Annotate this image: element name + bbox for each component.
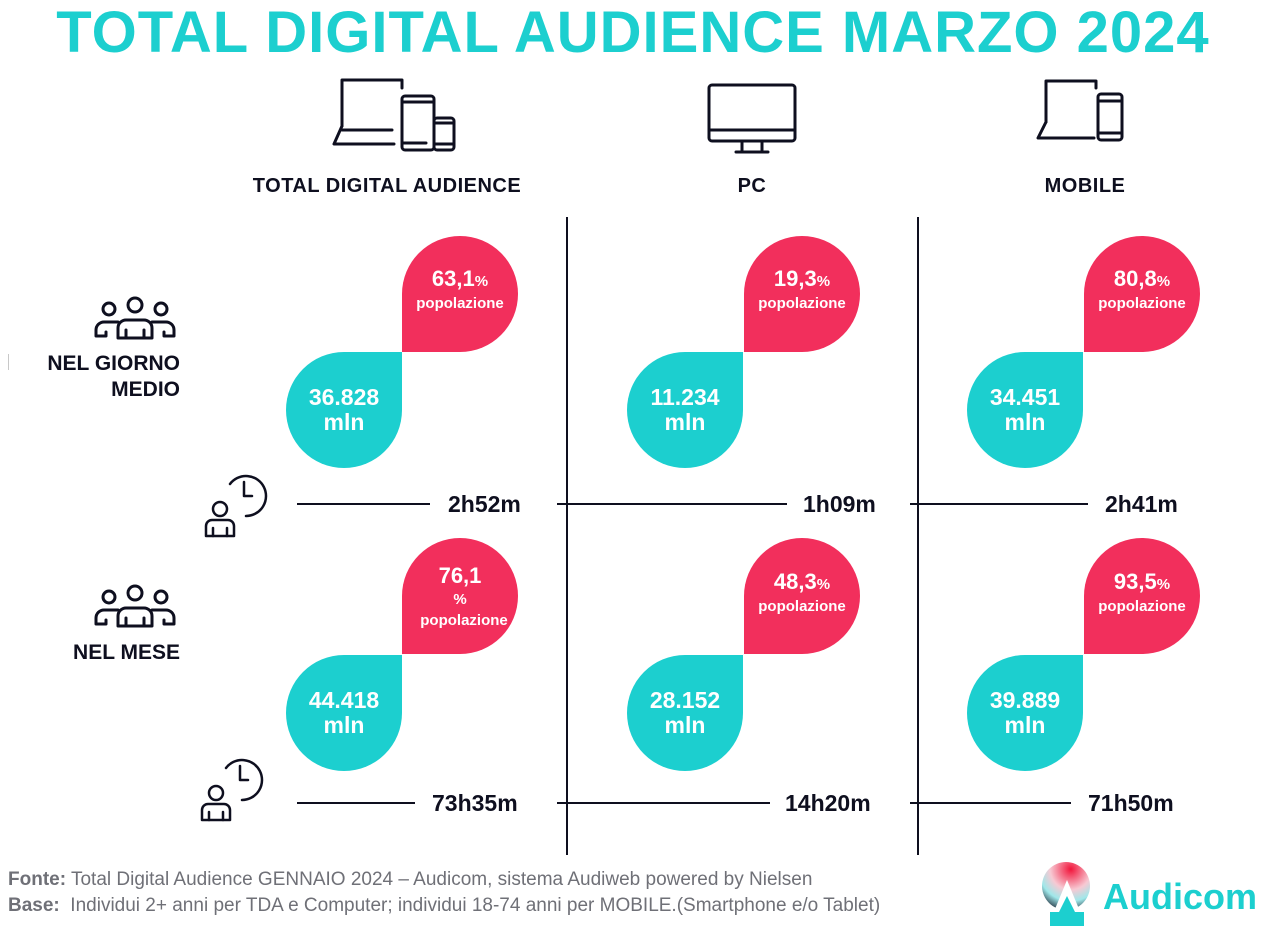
people-group-icon — [94, 584, 176, 628]
users-value: 28.152 — [649, 687, 721, 713]
person-clock-icon — [200, 758, 264, 822]
time-spent-value: 73h35m — [432, 790, 518, 816]
footer-source-text: Total Digital Audience GENNAIO 2024 – Au… — [66, 869, 813, 890]
column-label-pc: PC — [737, 175, 767, 197]
population-percent-bubble: 48,3% popolazione — [744, 538, 860, 654]
time-spent-value: 1h09m — [803, 491, 876, 517]
users-unit: mln — [1004, 712, 1046, 738]
users-bubble: 39.889 mln — [967, 655, 1083, 771]
users-bubble: 11.234 mln — [627, 352, 743, 468]
population-percent-bubble: 63,1% popolazione — [402, 236, 518, 352]
population-label: popolazione — [758, 294, 846, 312]
footer-base-label: Base: — [8, 895, 60, 916]
population-label: popolazione — [1098, 597, 1186, 615]
population-percent-bubble: 93,5% popolazione — [1084, 538, 1200, 654]
time-line — [297, 802, 415, 804]
population-percent: 80,8 — [1113, 265, 1157, 291]
percent-sign: % — [1156, 575, 1171, 593]
audicom-logo-text: Audicom — [1103, 876, 1258, 917]
population-label: popolazione — [420, 612, 508, 629]
footer-base: Base: Individui 2+ anni per TDA e Comput… — [8, 893, 880, 919]
percent-sign: % — [816, 575, 831, 593]
population-percent: 63,1 — [431, 265, 475, 291]
multi-device-icon — [332, 78, 456, 152]
population-percent: 76,1 — [438, 563, 482, 588]
population-label: popolazione — [416, 294, 504, 312]
users-bubble: 34.451 mln — [967, 352, 1083, 468]
users-unit: mln — [323, 712, 365, 738]
page-title: TOTAL DIGITAL AUDIENCE MARZO 2024 — [56, 0, 1210, 65]
time-line — [557, 802, 770, 804]
users-unit: mln — [664, 712, 706, 738]
row-label-monthly: NEL MESE — [73, 641, 180, 664]
column-label-mobile: MOBILE — [1044, 175, 1126, 197]
row-label-daily: NEL GIORNO MEDIO — [20, 351, 180, 403]
users-bubble: 36.828 mln — [286, 352, 402, 468]
column-label-total-digital-audience: TOTAL DIGITAL AUDIENCE — [252, 175, 522, 197]
laptop-phone-icon — [1036, 79, 1124, 142]
users-value: 34.451 — [989, 384, 1061, 410]
audicom-logo-icon — [1042, 862, 1090, 926]
population-percent-bubble: 80,8% popolazione — [1084, 236, 1200, 352]
column-divider — [566, 217, 568, 855]
population-label: popolazione — [1098, 294, 1186, 312]
footer-base-text: Individui 2+ anni per TDA e Computer; in… — [59, 895, 881, 916]
users-value: 11.234 — [650, 384, 720, 410]
people-group-icon — [94, 296, 176, 340]
users-value: 44.418 — [308, 687, 380, 713]
column-divider — [917, 217, 919, 855]
population-percent: 93,5 — [1113, 568, 1157, 594]
time-line — [557, 503, 787, 505]
time-spent-value: 14h20m — [785, 790, 871, 816]
users-unit: mln — [1004, 409, 1046, 435]
percent-sign: % — [453, 591, 467, 608]
percent-sign: % — [474, 272, 489, 290]
percent-sign: % — [816, 272, 831, 290]
row-label-daily-line1: NEL GIORNO — [47, 352, 180, 375]
time-line — [910, 802, 1071, 804]
percent-sign: % — [1156, 272, 1171, 290]
footer-source-label: Fonte: — [8, 869, 67, 890]
population-label: popolazione — [758, 597, 846, 615]
edge-mark — [8, 354, 9, 370]
users-bubble: 44.418 mln — [286, 655, 402, 771]
footer-source: Fonte: Total Digital Audience GENNAIO 20… — [8, 867, 812, 893]
time-line — [910, 503, 1088, 505]
users-unit: mln — [664, 409, 706, 435]
person-clock-icon — [204, 474, 268, 538]
users-value: 36.828 — [308, 384, 380, 410]
row-label-daily-line2: MEDIO — [111, 378, 180, 401]
population-percent-bubble: 19,3% popolazione — [744, 236, 860, 352]
population-percent-bubble: 76,1 % popolazione — [402, 538, 518, 654]
users-bubble: 28.152 mln — [627, 655, 743, 771]
users-value: 39.889 — [989, 687, 1061, 713]
desktop-monitor-icon — [707, 83, 797, 154]
population-percent: 19,3 — [773, 265, 817, 291]
population-percent: 48,3 — [773, 568, 817, 594]
users-unit: mln — [323, 409, 365, 435]
time-spent-value: 2h52m — [448, 491, 521, 517]
time-line — [297, 503, 430, 505]
time-spent-value: 2h41m — [1105, 491, 1178, 517]
time-spent-value: 71h50m — [1088, 790, 1174, 816]
